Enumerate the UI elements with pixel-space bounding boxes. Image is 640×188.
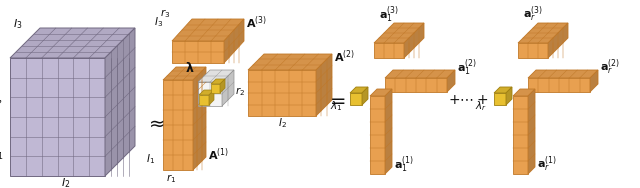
- Polygon shape: [211, 84, 220, 93]
- Text: $I_1$: $I_1$: [0, 148, 4, 162]
- Text: $\lambda_1$: $\lambda_1$: [330, 99, 343, 113]
- Text: $I_2$: $I_2$: [278, 116, 287, 130]
- Text: $\mathbf{a}_1^{(3)}$: $\mathbf{a}_1^{(3)}$: [379, 5, 399, 25]
- Text: $\mathbf{a}_r^{(1)}$: $\mathbf{a}_r^{(1)}$: [537, 155, 557, 175]
- Text: $I_1$: $I_1$: [146, 152, 155, 166]
- Polygon shape: [316, 54, 332, 116]
- Polygon shape: [220, 79, 225, 93]
- Polygon shape: [518, 23, 568, 43]
- Polygon shape: [385, 78, 447, 92]
- Text: $\boldsymbol{\lambda}$: $\boldsymbol{\lambda}$: [185, 61, 195, 75]
- Polygon shape: [224, 19, 244, 63]
- Polygon shape: [385, 89, 392, 174]
- Polygon shape: [163, 67, 206, 80]
- Polygon shape: [199, 95, 209, 105]
- Polygon shape: [105, 28, 135, 176]
- Polygon shape: [370, 96, 385, 174]
- Polygon shape: [362, 87, 368, 105]
- Polygon shape: [528, 78, 590, 92]
- Text: $\mathbf{A}^{(1)}$: $\mathbf{A}^{(1)}$: [208, 147, 229, 163]
- Polygon shape: [10, 28, 135, 58]
- Polygon shape: [211, 79, 225, 84]
- Text: $I_3$: $I_3$: [13, 17, 22, 31]
- Polygon shape: [518, 43, 548, 58]
- Polygon shape: [548, 23, 568, 58]
- Polygon shape: [528, 70, 598, 78]
- Polygon shape: [447, 70, 455, 92]
- Polygon shape: [528, 89, 535, 174]
- Text: $r_2$: $r_2$: [235, 85, 245, 98]
- Text: $+\cdots+$: $+\cdots+$: [448, 93, 488, 107]
- Text: $\mathcal{X}$: $\mathcal{X}$: [0, 99, 2, 112]
- Text: $\mathbf{a}_1^{(1)}$: $\mathbf{a}_1^{(1)}$: [394, 155, 414, 175]
- Polygon shape: [198, 70, 234, 82]
- Polygon shape: [248, 54, 332, 70]
- Polygon shape: [248, 70, 316, 116]
- Text: $\mathbf{A}^{(2)}$: $\mathbf{A}^{(2)}$: [334, 49, 355, 65]
- Polygon shape: [385, 70, 455, 78]
- Polygon shape: [590, 70, 598, 92]
- Text: $\mathbf{a}_r^{(3)}$: $\mathbf{a}_r^{(3)}$: [523, 5, 543, 25]
- Text: $I_3$: $I_3$: [154, 15, 163, 29]
- Polygon shape: [172, 19, 244, 41]
- Text: $r_3$: $r_3$: [160, 7, 170, 20]
- Polygon shape: [199, 90, 214, 95]
- Text: $\mathbf{a}_r^{(2)}$: $\mathbf{a}_r^{(2)}$: [600, 58, 620, 78]
- Polygon shape: [163, 80, 193, 170]
- Text: $\approx$: $\approx$: [145, 113, 165, 132]
- Polygon shape: [350, 87, 368, 93]
- Text: $=$: $=$: [326, 90, 346, 109]
- Polygon shape: [404, 23, 424, 58]
- Polygon shape: [374, 23, 424, 43]
- Polygon shape: [222, 70, 234, 106]
- Text: $r_1$: $r_1$: [166, 172, 176, 185]
- Text: $\mathbf{A}^{(3)}$: $\mathbf{A}^{(3)}$: [246, 15, 267, 31]
- Polygon shape: [10, 58, 105, 176]
- Polygon shape: [370, 89, 392, 96]
- Text: $\lambda_r$: $\lambda_r$: [475, 99, 487, 113]
- Polygon shape: [513, 89, 535, 96]
- Polygon shape: [494, 93, 506, 105]
- Polygon shape: [172, 41, 224, 63]
- Polygon shape: [374, 43, 404, 58]
- Polygon shape: [506, 87, 512, 105]
- Text: $I_2$: $I_2$: [61, 176, 70, 188]
- Polygon shape: [193, 67, 206, 170]
- Polygon shape: [494, 87, 512, 93]
- Polygon shape: [513, 96, 528, 174]
- Polygon shape: [198, 82, 222, 106]
- Polygon shape: [350, 93, 362, 105]
- Polygon shape: [209, 90, 214, 105]
- Text: $\mathbf{a}_1^{(2)}$: $\mathbf{a}_1^{(2)}$: [457, 58, 477, 78]
